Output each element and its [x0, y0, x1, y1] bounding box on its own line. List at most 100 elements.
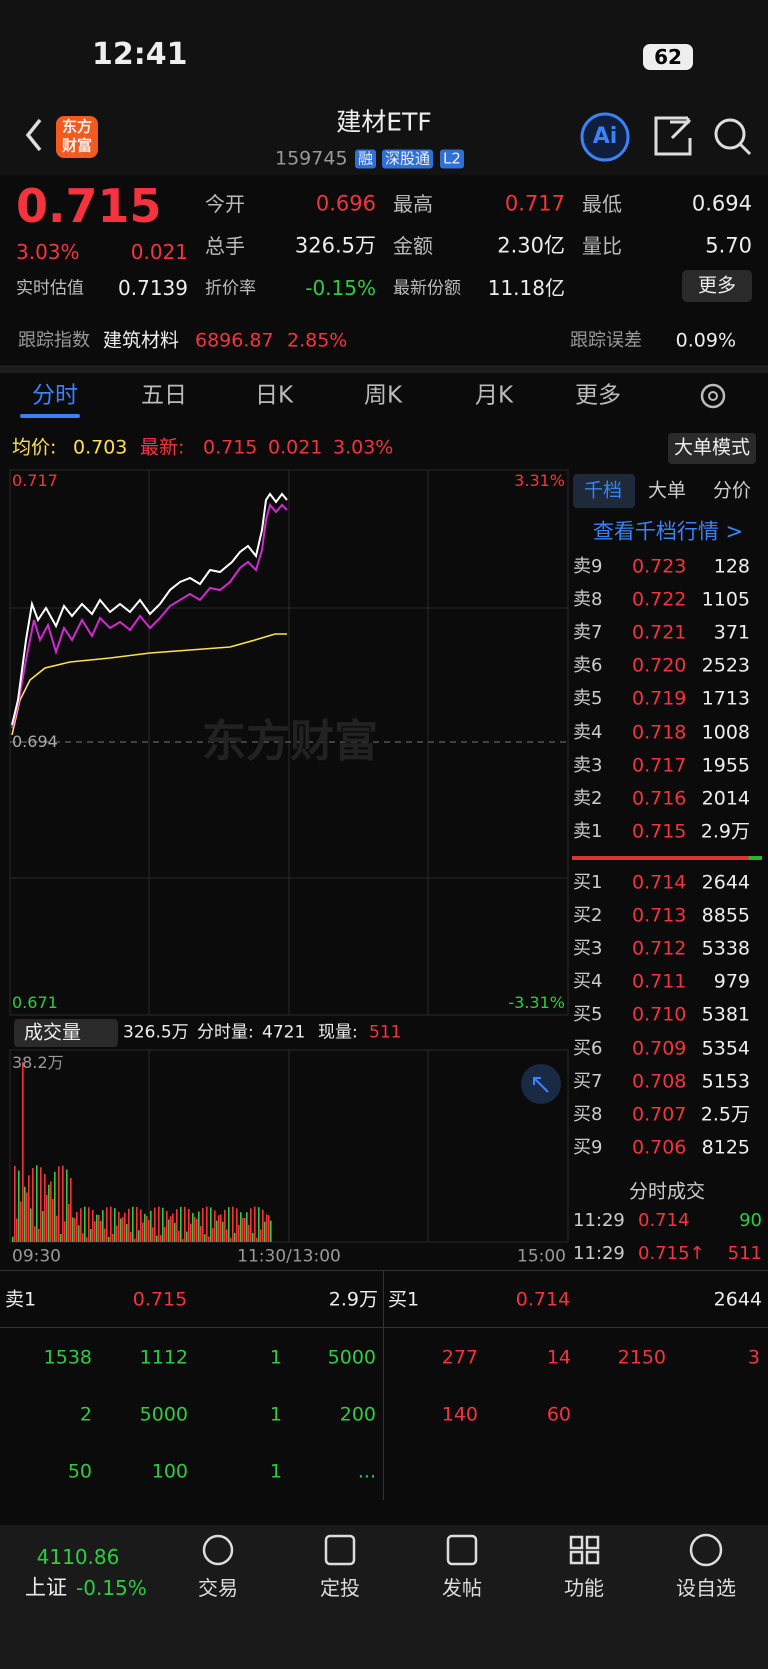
volume-bar: [126, 1224, 128, 1242]
volume-bar: [86, 1237, 88, 1242]
level-price: 0.709: [632, 1037, 687, 1059]
volume-bar: [170, 1216, 172, 1242]
chart-tab[interactable]: 周K: [363, 382, 403, 409]
more-button[interactable]: 更多: [697, 274, 737, 297]
mode-button[interactable]: [668, 433, 756, 464]
volume-bar: [188, 1208, 190, 1242]
search-icon[interactable]: [714, 118, 746, 150]
ai-icon[interactable]: [580, 112, 630, 162]
level-label: 买4: [573, 971, 603, 993]
volume-bar: [204, 1234, 206, 1242]
level-price: 0.707: [632, 1103, 687, 1126]
trade-time: 11:29: [573, 1243, 625, 1264]
chart-tab[interactable]: 更多: [575, 382, 621, 409]
level-label: 卖7: [573, 622, 603, 644]
volume-minute: 4721: [262, 1022, 306, 1043]
volume-bar: [118, 1211, 120, 1242]
last-pct: 3.03%: [333, 436, 394, 459]
volume-bar: [238, 1224, 240, 1242]
mode-button[interactable]: 大单模式: [673, 436, 751, 459]
level-label: 卖1: [573, 820, 603, 842]
volume-bar: [158, 1206, 160, 1242]
volume-bar: [78, 1225, 80, 1242]
back-icon[interactable]: [25, 118, 42, 152]
volume-now: 511: [369, 1022, 402, 1043]
volume-bar: [24, 1186, 26, 1242]
logo-text: 财富: [61, 136, 93, 155]
volume-bar: [242, 1217, 244, 1242]
queue-order: 50: [67, 1460, 92, 1483]
volume-bar: [148, 1219, 150, 1242]
volume-bar: [164, 1226, 166, 1242]
volume-bar: [54, 1171, 56, 1242]
volume-bar: [82, 1233, 84, 1242]
settings-icon[interactable]: [700, 383, 726, 409]
level-label: 卖4: [573, 721, 603, 743]
level-label: 卖3: [573, 754, 603, 776]
level-price: 0.717: [632, 754, 687, 777]
volume-bar: [162, 1207, 164, 1242]
level-label: 卖9: [573, 556, 603, 577]
chart-tab[interactable]: 日K: [254, 382, 294, 409]
volume-bar: [236, 1208, 238, 1242]
volume-total: 326.5万: [123, 1022, 189, 1043]
volume-bar: [70, 1178, 72, 1242]
nav-item[interactable]: 交易: [198, 1576, 238, 1600]
volume-bar: [246, 1212, 248, 1242]
ai-button[interactable]: Ai: [592, 124, 618, 149]
chart-tab[interactable]: 分时: [32, 382, 78, 409]
volume-bar: [12, 1236, 14, 1242]
volume-bar: [208, 1236, 210, 1242]
volume-bar: [100, 1221, 102, 1242]
field-label: 最高: [393, 192, 433, 216]
side-tab[interactable]: 千档: [583, 479, 623, 502]
volume-bar: [184, 1206, 186, 1242]
nav-item[interactable]: 设自选: [676, 1576, 736, 1600]
field-label: 最新份额: [393, 278, 461, 299]
level-volume: 1955: [701, 754, 750, 777]
axis-label: 38.2万: [12, 1053, 64, 1072]
volume-bar: [200, 1226, 202, 1242]
level-price: 0.720: [632, 654, 687, 677]
volume-bar: [220, 1214, 222, 1242]
depth-link[interactable]: 查看千档行情 >: [592, 519, 744, 544]
volume-bar: [84, 1206, 86, 1242]
queue-order: 1: [269, 1460, 282, 1483]
level-volume: 2644: [713, 1288, 762, 1311]
share-icon[interactable]: [654, 116, 692, 156]
nav-item[interactable]: 发帖: [442, 1576, 482, 1600]
volume-selector-label[interactable]: 成交量: [24, 1021, 82, 1044]
queue-order: 2150: [617, 1346, 666, 1369]
volume-bar: [210, 1207, 212, 1242]
trade-price: 0.715↑: [638, 1243, 705, 1264]
volume-bar: [18, 1170, 20, 1242]
level-label: 卖8: [573, 589, 603, 611]
volume-bar: [102, 1210, 104, 1242]
more-button[interactable]: [682, 270, 752, 302]
level-volume: 2644: [701, 871, 750, 894]
stock-code: 159745: [275, 147, 348, 170]
volume-bar: [106, 1207, 108, 1242]
level-volume: 8125: [701, 1136, 750, 1159]
chart-tab[interactable]: 月K: [474, 382, 514, 409]
volume-bar: [98, 1214, 100, 1242]
nav-item[interactable]: 功能: [564, 1576, 604, 1600]
nav-item[interactable]: 定投: [320, 1576, 360, 1600]
level-price: 0.715: [632, 820, 687, 843]
volume-bar: [186, 1231, 188, 1242]
volume-bar: [94, 1221, 96, 1242]
last-price: 0.715: [203, 436, 258, 459]
volume-selector[interactable]: [14, 1019, 118, 1047]
side-tab[interactable]: 大单: [647, 479, 687, 502]
book-ratio-bar: [572, 856, 762, 860]
chart-tab[interactable]: 五日: [141, 382, 187, 409]
volume-bar: [258, 1207, 260, 1242]
volume-bar: [132, 1206, 134, 1242]
level-price: 0.715: [132, 1288, 188, 1311]
avg-label: 均价:: [12, 436, 57, 459]
volume-bar: [156, 1235, 158, 1242]
level-label: 买3: [573, 938, 603, 960]
side-tab[interactable]: 分价: [712, 479, 752, 502]
last-price: 0.715: [16, 179, 162, 233]
